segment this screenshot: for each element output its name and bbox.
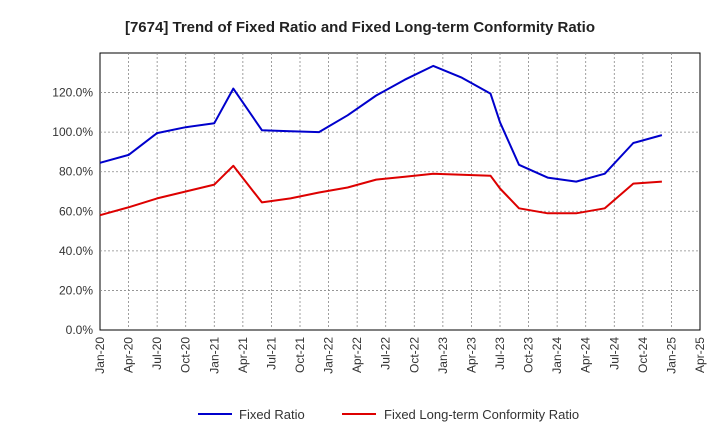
x-tick-label: Apr-25 [693,337,707,373]
series-line-fixed-long-term-conformity-ratio [99,164,662,217]
x-tick-label: Apr-24 [579,337,593,373]
x-tick-label: Jan-22 [322,337,336,374]
x-tick-label: Jan-20 [93,337,107,374]
x-axis-ticks: Jan-20 Apr-20 Jul-20 Oct-20 Jan-21 Apr-21 Jul-… [93,337,707,374]
x-tick-label: Jul-21 [264,337,278,370]
x-tick-label: Jul-20 [150,337,164,370]
x-tick-label: Oct-22 [407,337,421,373]
x-tick-label: Oct-20 [179,337,193,373]
y-tick-label: 60.0% [59,204,93,218]
x-tick-label: Oct-21 [293,337,307,373]
y-tick-label: 120.0% [52,86,93,100]
grid [100,53,700,330]
y-tick-label: 100.0% [52,125,93,139]
x-tick-label: Apr-21 [236,337,250,373]
x-tick-label: Jan-21 [207,337,221,374]
y-tick-label: 40.0% [59,244,93,258]
x-tick-label: Apr-23 [464,337,478,373]
x-tick-label: Jul-24 [607,337,621,370]
y-tick-label: 80.0% [59,165,93,179]
series-lines [99,64,663,217]
series-line-fixed-ratio [99,64,663,183]
x-tick-label: Oct-24 [636,337,650,373]
x-tick-label: Apr-20 [122,337,136,373]
x-tick-label: Jan-24 [550,337,564,374]
y-axis-ticks: 0.0% 20.0% 40.0% 60.0% 80.0% 100.0% 120.0% [52,86,93,337]
x-tick-label: Jan-25 [664,337,678,374]
y-tick-label: 0.0% [66,323,94,337]
x-tick-label: Jul-23 [493,337,507,370]
legend-label-fixed-long-term-conformity-ratio: Fixed Long-term Conformity Ratio [384,407,579,422]
legend: Fixed Ratio Fixed Long-term Conformity R… [198,407,579,422]
x-tick-label: Oct-23 [522,337,536,373]
x-tick-label: Apr-22 [350,337,364,373]
y-tick-label: 20.0% [59,283,93,297]
x-tick-label: Jan-23 [436,337,450,374]
plot-area [99,52,701,331]
x-tick-label: Jul-22 [379,337,393,370]
chart-title: [7674] Trend of Fixed Ratio and Fixed Lo… [125,19,595,36]
legend-label-fixed-ratio: Fixed Ratio [239,407,305,422]
